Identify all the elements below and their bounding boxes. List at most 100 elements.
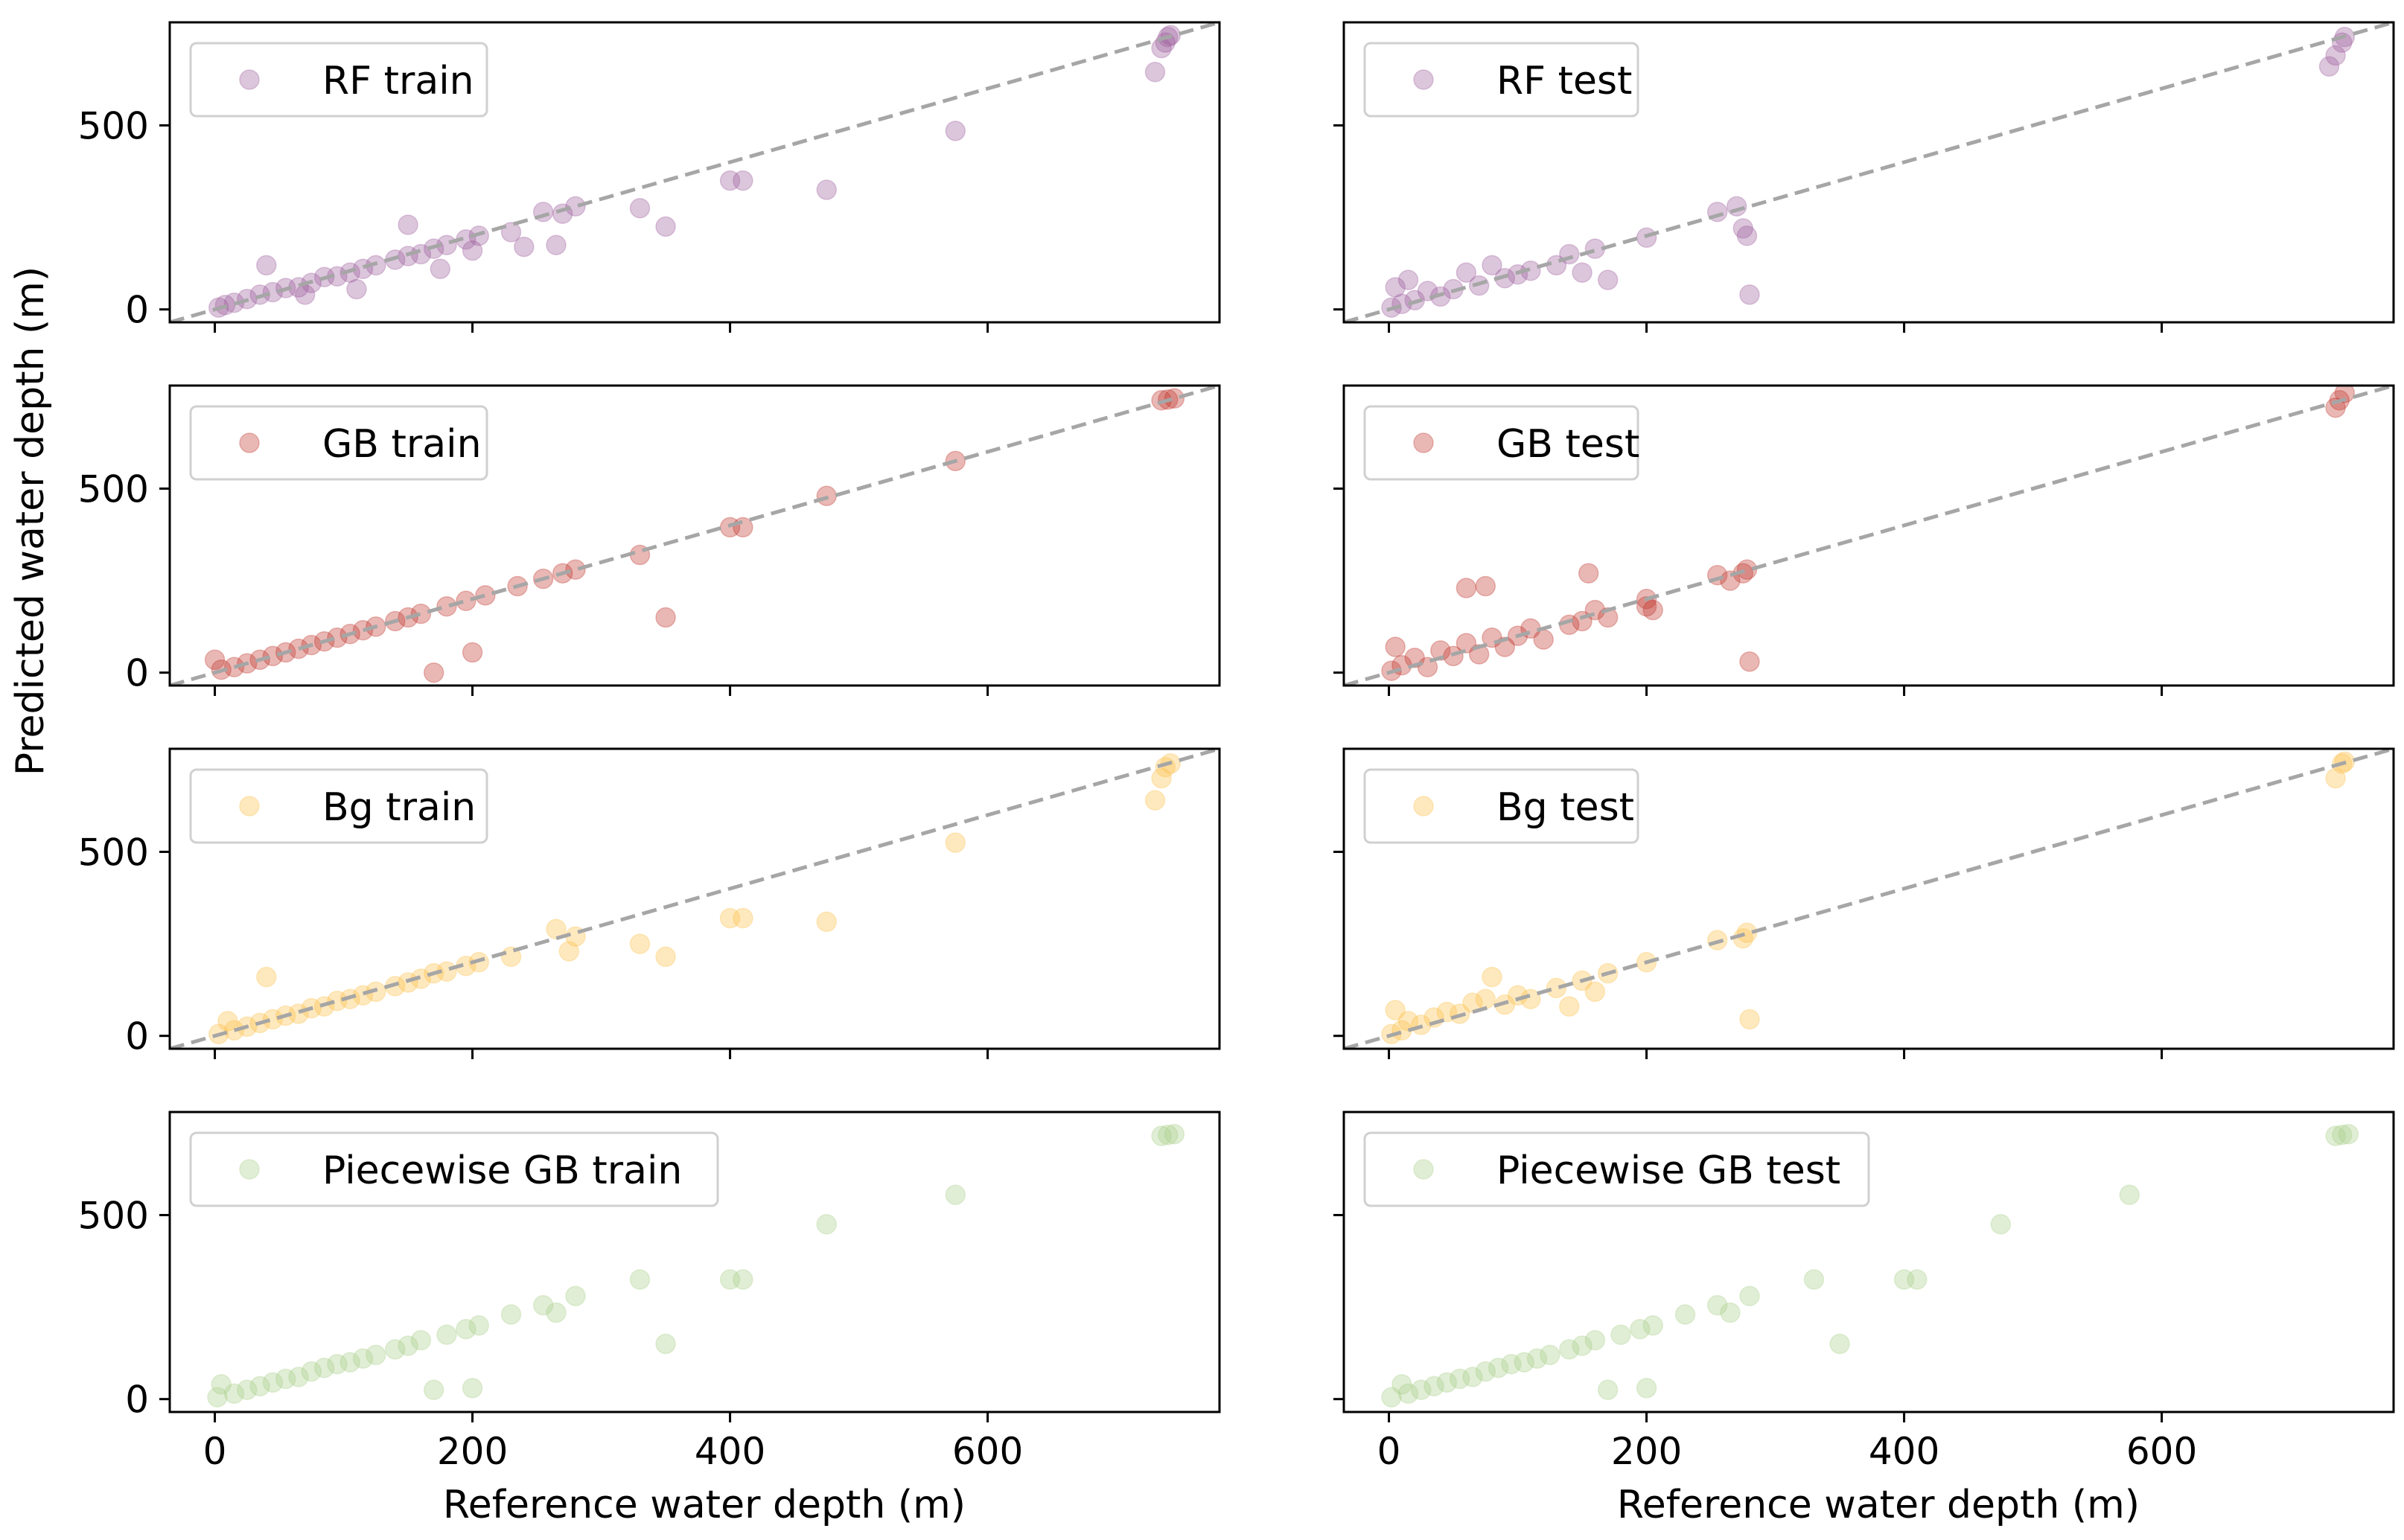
data-point [1739, 284, 1760, 305]
data-point [262, 281, 284, 303]
y-tick-label: 500 [78, 1194, 149, 1237]
legend: RF train [189, 42, 488, 118]
legend-label: Bg test [1496, 785, 1634, 830]
legend-marker [1413, 1159, 1434, 1180]
plot-frame [168, 21, 1221, 324]
panel-bg-test: Bg test [1333, 747, 2395, 1059]
y-tick-label: 0 [125, 652, 149, 695]
reference-line [170, 386, 1219, 686]
data-point [1456, 578, 1477, 598]
data-point [204, 649, 226, 671]
data-point [2325, 45, 2346, 66]
data-point [436, 595, 457, 617]
data-point [237, 1379, 258, 1401]
data-point [423, 662, 444, 683]
data-point [1475, 988, 1496, 1009]
panel-piecewise-gb-test: 0 200 400 600 Piecewise GB test [1333, 1111, 2395, 1473]
data-point [410, 603, 432, 624]
legend: GB test [1363, 405, 1639, 481]
data-point [1436, 1372, 1458, 1393]
data-point [462, 1378, 483, 1399]
data-point [629, 197, 651, 219]
legend-marker [239, 69, 260, 90]
panel-bg-train: 0 500 Bg train [78, 747, 1221, 1059]
data-point [2334, 386, 2356, 403]
legend-label: Piecewise GB train [322, 1148, 682, 1193]
data-point [223, 1020, 245, 1041]
data-point [398, 1335, 418, 1356]
data-point [1391, 1374, 1412, 1395]
data-point [2119, 1184, 2140, 1206]
x-tick-label: 0 [203, 1430, 227, 1473]
data-point [546, 234, 567, 255]
y-tick-label: 500 [78, 104, 149, 147]
legend-box [189, 768, 488, 844]
legend-box [1363, 405, 1639, 481]
data-point [816, 179, 838, 200]
legend-marker [239, 1159, 260, 1180]
legend-marker [1413, 796, 1434, 817]
data-point [1411, 1379, 1432, 1401]
y-tick-label: 0 [125, 1378, 149, 1422]
data-point [456, 1318, 476, 1340]
data-point [1572, 1335, 1592, 1356]
data-point [294, 284, 316, 305]
legend-label: GB train [322, 422, 482, 467]
y-tick-label: 500 [78, 831, 149, 874]
data-point [945, 121, 966, 141]
data-point [313, 1357, 335, 1378]
legend-box [1363, 768, 1639, 844]
legend-label: RF test [1496, 59, 1632, 103]
data-point [1893, 1269, 1915, 1290]
panel-rf-train: 0 500 RF train [78, 21, 1221, 333]
x-tick-label: 0 [1377, 1430, 1401, 1473]
data-point [256, 255, 277, 276]
data-points [207, 1123, 1185, 1408]
legend-label: RF train [322, 59, 474, 103]
data-point [1720, 570, 1741, 591]
data-point [1610, 1324, 1631, 1345]
data-point [1736, 226, 1758, 246]
data-point [1482, 966, 1502, 988]
data-point [1578, 563, 1599, 584]
data-point [1488, 1357, 1509, 1378]
data-point [223, 1383, 245, 1405]
data-point [217, 1011, 238, 1032]
reference-line [1344, 386, 2394, 686]
data-point [462, 642, 483, 663]
data-point [816, 1214, 838, 1235]
data-point [1636, 595, 1657, 617]
data-point [1475, 1361, 1496, 1382]
panel-piecewise-gb-train: 0 200 400 600 0 500 Piecewise GB train [78, 1111, 1221, 1473]
data-point [2332, 1124, 2353, 1146]
data-point [1630, 1318, 1651, 1340]
data-point [1559, 996, 1580, 1017]
x-tick-label: 600 [952, 1430, 1023, 1473]
data-point [1151, 1125, 1172, 1146]
panel-gb-test: GB test [1333, 384, 2395, 696]
data-point [468, 1315, 489, 1336]
data-point [301, 1361, 322, 1382]
data-point [1736, 559, 1758, 580]
data-point [558, 941, 580, 962]
data-point [1990, 1214, 2012, 1235]
data-points [208, 753, 1182, 1044]
data-point [462, 240, 483, 261]
data-point [816, 911, 838, 933]
data-point [1381, 1387, 1402, 1408]
y-axis-label: Predicted water depth (m) [8, 266, 53, 776]
data-point [436, 1324, 457, 1345]
data-point [1482, 255, 1502, 276]
data-point [733, 170, 753, 191]
data-point [565, 1285, 586, 1306]
plot-frame [168, 384, 1221, 687]
data-point [1739, 1285, 1760, 1306]
data-point [385, 1339, 406, 1360]
legend: RF test [1363, 42, 1639, 118]
data-point [275, 1368, 296, 1390]
data-point [2325, 397, 2346, 418]
data-point [629, 1269, 651, 1290]
data-point [565, 196, 586, 217]
data-point [719, 1269, 741, 1290]
